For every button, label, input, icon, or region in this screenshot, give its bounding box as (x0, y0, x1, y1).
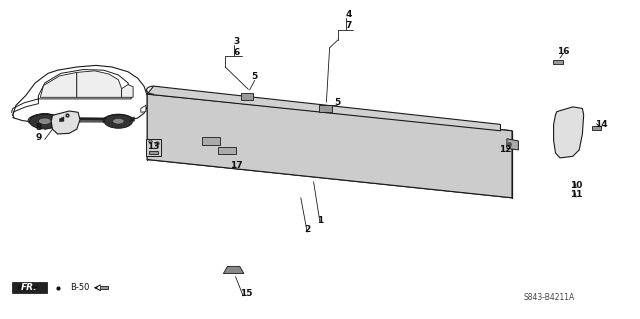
Polygon shape (147, 94, 512, 198)
Polygon shape (38, 70, 131, 99)
Polygon shape (593, 126, 600, 130)
Text: S843-B4211A: S843-B4211A (524, 293, 575, 302)
Text: 14: 14 (595, 120, 608, 129)
Text: 12: 12 (499, 145, 512, 154)
Circle shape (104, 114, 132, 128)
Polygon shape (51, 111, 80, 134)
Text: 13: 13 (147, 142, 160, 151)
Text: 8: 8 (35, 123, 42, 132)
Circle shape (29, 114, 60, 129)
Text: 5: 5 (334, 98, 340, 107)
Polygon shape (319, 105, 332, 112)
Polygon shape (241, 93, 253, 100)
Text: 3: 3 (234, 37, 240, 46)
Polygon shape (149, 151, 158, 154)
Polygon shape (553, 60, 563, 64)
Polygon shape (554, 107, 584, 158)
Text: 7: 7 (346, 21, 352, 30)
Polygon shape (30, 117, 120, 121)
Polygon shape (223, 266, 244, 274)
FancyBboxPatch shape (12, 282, 47, 293)
Text: 17: 17 (230, 161, 243, 170)
Text: B-50: B-50 (70, 283, 90, 292)
Polygon shape (100, 286, 108, 289)
Text: 6: 6 (234, 48, 240, 57)
Polygon shape (13, 65, 147, 122)
Polygon shape (147, 86, 500, 131)
Polygon shape (141, 105, 146, 112)
Text: 15: 15 (240, 289, 253, 298)
Text: 10: 10 (570, 181, 582, 189)
Polygon shape (60, 117, 64, 122)
Polygon shape (146, 139, 161, 156)
Text: 2: 2 (304, 225, 310, 234)
Polygon shape (507, 139, 518, 150)
Polygon shape (77, 71, 122, 97)
Polygon shape (202, 137, 220, 145)
Polygon shape (130, 117, 134, 122)
Polygon shape (122, 85, 133, 97)
Polygon shape (40, 72, 77, 97)
Text: 16: 16 (557, 47, 570, 56)
Text: FR.: FR. (21, 283, 38, 292)
Text: 9: 9 (35, 133, 42, 142)
Text: 1: 1 (317, 216, 323, 225)
Polygon shape (218, 147, 236, 154)
Circle shape (38, 118, 51, 124)
Circle shape (113, 118, 124, 124)
Text: 5: 5 (252, 72, 258, 81)
Text: 11: 11 (570, 190, 582, 199)
Text: 4: 4 (346, 10, 352, 19)
